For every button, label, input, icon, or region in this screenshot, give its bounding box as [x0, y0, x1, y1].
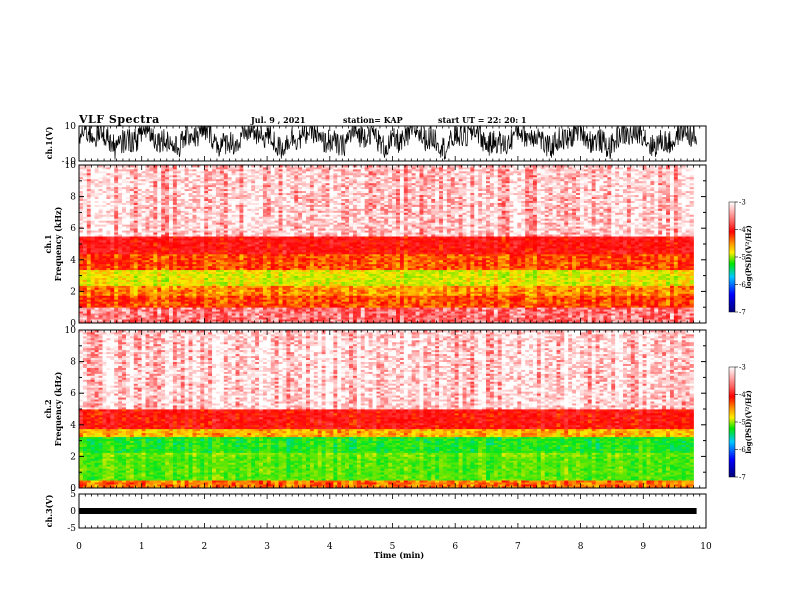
ch1-spectrogram-image	[79, 165, 706, 323]
ch1-waveform-panel: 10-10	[62, 122, 707, 167]
y-tick-label: 10	[65, 122, 77, 132]
vlf-figure: 10-10 0246810 0246810 50-5 0 1 2 3 4 5 6 7 8 9 10 …	[0, 0, 792, 612]
